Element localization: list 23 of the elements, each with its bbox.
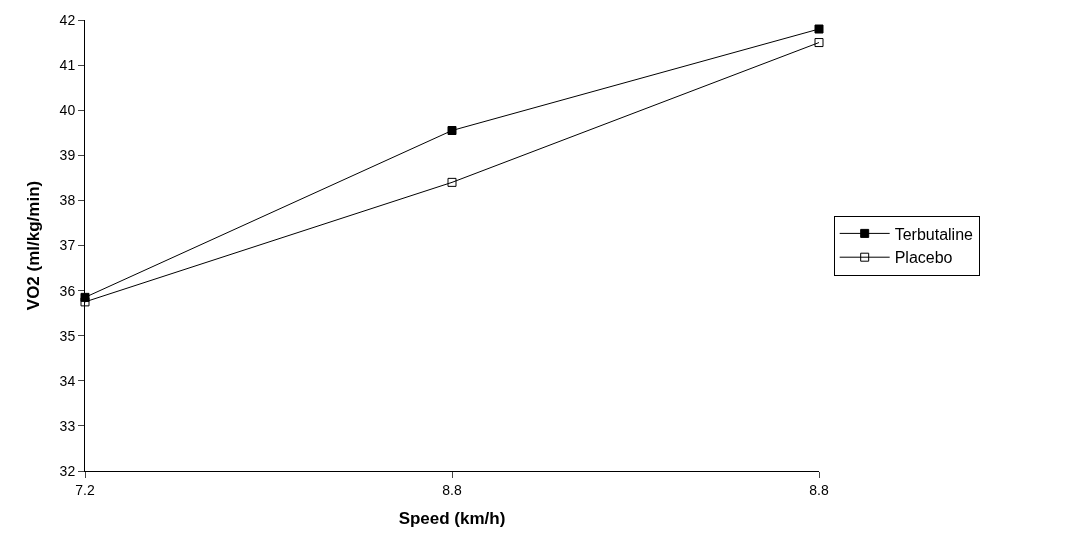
y-tick-label: 35 — [59, 327, 76, 344]
legend-label: Placebo — [894, 249, 953, 267]
y-tick-label: 40 — [59, 102, 76, 119]
legend-label: Terbutaline — [894, 225, 974, 243]
y-tick-label: 38 — [59, 192, 76, 209]
point — [80, 297, 90, 307]
point — [447, 177, 457, 187]
y-tick-label: 42 — [59, 11, 76, 28]
point — [814, 24, 824, 34]
x-tick-label: 8.8 — [442, 481, 462, 498]
y-tick-label: 34 — [59, 372, 76, 389]
y-tick-label: 32 — [59, 462, 76, 479]
y-tick-label: 37 — [59, 237, 76, 254]
x-axis-title: Speed (km/h) — [398, 509, 506, 529]
y-tick-label: 33 — [59, 417, 76, 434]
y-tick-label: 36 — [59, 282, 76, 299]
point — [447, 126, 457, 135]
y-tick-label: 39 — [59, 147, 76, 164]
point — [814, 38, 824, 48]
x-tick-label: 8.8 — [809, 481, 829, 498]
y-tick-label: 41 — [59, 57, 76, 73]
x-tick-label: 7.2 — [75, 481, 95, 498]
y-axis-title: VO2 (ml/kg/min) — [24, 180, 44, 311]
